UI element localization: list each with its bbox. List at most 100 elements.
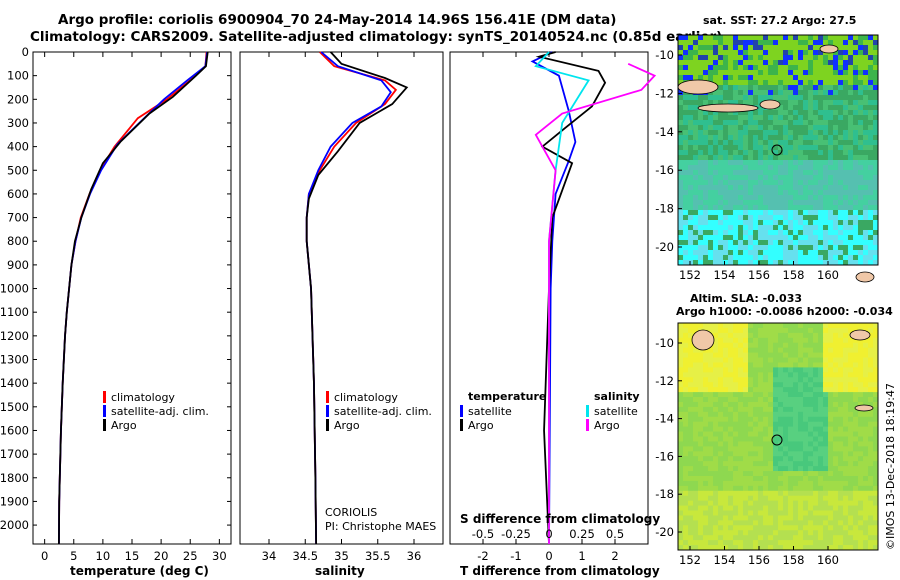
map-cell xyxy=(868,90,874,96)
map-cell xyxy=(708,35,714,41)
map-cell xyxy=(703,225,709,231)
map-cell xyxy=(768,421,774,428)
map-cell xyxy=(798,500,804,506)
map-cell xyxy=(718,332,724,339)
map-cell xyxy=(738,441,744,447)
map-cell xyxy=(793,95,799,101)
map-cell xyxy=(748,40,754,46)
map-cell xyxy=(783,535,789,541)
map-cell xyxy=(823,406,829,413)
map-cell xyxy=(758,416,764,423)
map-cell xyxy=(868,185,874,191)
map-cell xyxy=(778,155,784,161)
title-line-2: Climatology: CARS2009. Satellite-adjuste… xyxy=(30,29,723,45)
map-cell xyxy=(713,245,719,251)
map-cell xyxy=(743,401,749,408)
map-cell xyxy=(713,145,719,151)
map-cell xyxy=(773,75,779,81)
map-cell xyxy=(838,200,844,206)
map-cell xyxy=(758,85,764,91)
map-cell xyxy=(843,352,849,358)
map-cell xyxy=(723,510,729,516)
map-cell xyxy=(718,90,724,96)
map-cell xyxy=(828,451,834,457)
map-cell xyxy=(863,135,869,141)
map-cell xyxy=(758,342,764,349)
map-cell xyxy=(803,195,809,201)
map-cell xyxy=(723,145,729,151)
map-cell xyxy=(863,245,869,251)
map-cell xyxy=(828,446,834,452)
legend-swatch-argo xyxy=(103,419,106,431)
map-cell xyxy=(768,195,774,201)
map-cell xyxy=(773,367,779,373)
map-cell xyxy=(868,337,874,344)
map-cell xyxy=(748,125,754,131)
map-cell xyxy=(763,80,769,86)
map-cell xyxy=(758,210,764,216)
map-cell xyxy=(708,505,714,511)
map-cell xyxy=(743,125,749,131)
map-cell xyxy=(848,225,854,231)
map-cell xyxy=(688,515,694,521)
map-cell xyxy=(748,130,754,136)
map-cell xyxy=(778,372,784,378)
map-cell xyxy=(813,540,819,546)
map-cell xyxy=(778,215,784,221)
map-cell xyxy=(678,125,684,131)
map-cell xyxy=(838,105,844,111)
map-cell xyxy=(678,525,684,531)
map-cell xyxy=(838,215,844,221)
map-cell xyxy=(868,125,874,131)
map-cell xyxy=(813,446,819,452)
map-cell xyxy=(848,110,854,116)
map-cell xyxy=(868,190,874,196)
map-cell xyxy=(838,392,844,398)
map-cell xyxy=(813,70,819,76)
map-cell xyxy=(718,40,724,46)
map-cell xyxy=(698,240,704,246)
map-cell xyxy=(828,436,834,442)
map-cell xyxy=(788,520,794,526)
map-cell xyxy=(828,250,834,256)
sst-map-frame xyxy=(677,34,879,266)
map-cell xyxy=(873,416,879,423)
map-cell xyxy=(728,90,734,96)
map-cell xyxy=(803,110,809,116)
map-cell xyxy=(853,500,859,506)
map-cell xyxy=(768,387,774,393)
map-cell xyxy=(728,362,734,368)
map-cell xyxy=(793,510,799,516)
map-cell xyxy=(833,90,839,96)
map-cell xyxy=(843,441,849,447)
map-cell xyxy=(713,70,719,76)
map-cell xyxy=(828,362,834,368)
map-cell xyxy=(728,70,734,76)
map-cell xyxy=(803,382,809,388)
map-cell xyxy=(773,377,779,383)
map-cell xyxy=(723,60,729,66)
map-cell xyxy=(783,406,789,413)
map-cell xyxy=(728,446,734,452)
map-cell xyxy=(703,245,709,251)
map-cell xyxy=(813,65,819,71)
map-cell xyxy=(693,490,699,497)
map-cell xyxy=(868,456,874,462)
map-cell xyxy=(678,327,684,334)
map-cell xyxy=(718,382,724,388)
map-cell xyxy=(823,200,829,206)
map-cell xyxy=(818,90,824,96)
map-cell xyxy=(703,200,709,206)
map-cell xyxy=(813,505,819,511)
map-cell xyxy=(728,475,734,482)
map-cell xyxy=(733,466,739,472)
map-cell xyxy=(868,535,874,541)
map-cell xyxy=(758,475,764,482)
map-cell xyxy=(828,60,834,66)
map-cell xyxy=(803,180,809,186)
map-cell xyxy=(683,397,689,403)
map-cell xyxy=(778,210,784,216)
map-cell xyxy=(868,323,874,329)
map-cell xyxy=(773,426,779,432)
map-cell xyxy=(798,215,804,221)
